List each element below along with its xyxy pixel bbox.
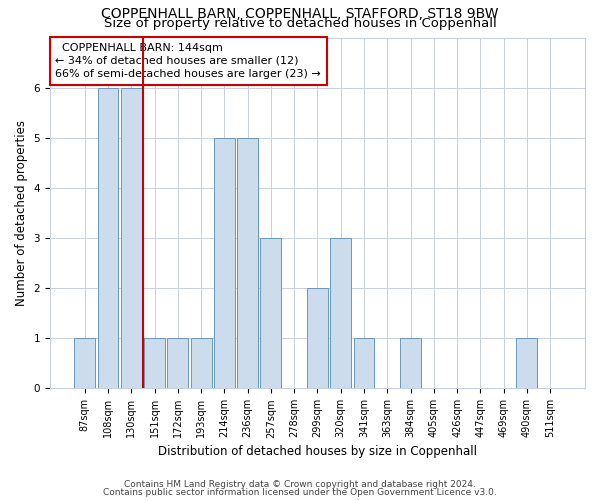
Text: COPPENHALL BARN: 144sqm
← 34% of detached houses are smaller (12)
66% of semi-de: COPPENHALL BARN: 144sqm ← 34% of detache… (55, 43, 321, 79)
Bar (237, 138, 258, 388)
Text: Size of property relative to detached houses in Coppenhall: Size of property relative to detached ho… (104, 18, 496, 30)
Bar (74, 338, 95, 388)
Bar (144, 338, 165, 388)
Y-axis label: Number of detached properties: Number of detached properties (15, 120, 28, 306)
Bar (400, 338, 421, 388)
Bar (191, 338, 212, 388)
Text: Contains public sector information licensed under the Open Government Licence v3: Contains public sector information licen… (103, 488, 497, 497)
Text: Contains HM Land Registry data © Crown copyright and database right 2024.: Contains HM Land Registry data © Crown c… (124, 480, 476, 489)
Bar (121, 88, 142, 389)
Bar (167, 338, 188, 388)
Bar (307, 288, 328, 388)
Bar (214, 138, 235, 388)
Bar (98, 88, 118, 389)
Bar (517, 338, 538, 388)
Text: COPPENHALL BARN, COPPENHALL, STAFFORD, ST18 9BW: COPPENHALL BARN, COPPENHALL, STAFFORD, S… (101, 8, 499, 22)
Bar (330, 238, 351, 388)
Bar (260, 238, 281, 388)
X-axis label: Distribution of detached houses by size in Coppenhall: Distribution of detached houses by size … (158, 444, 477, 458)
Bar (353, 338, 374, 388)
